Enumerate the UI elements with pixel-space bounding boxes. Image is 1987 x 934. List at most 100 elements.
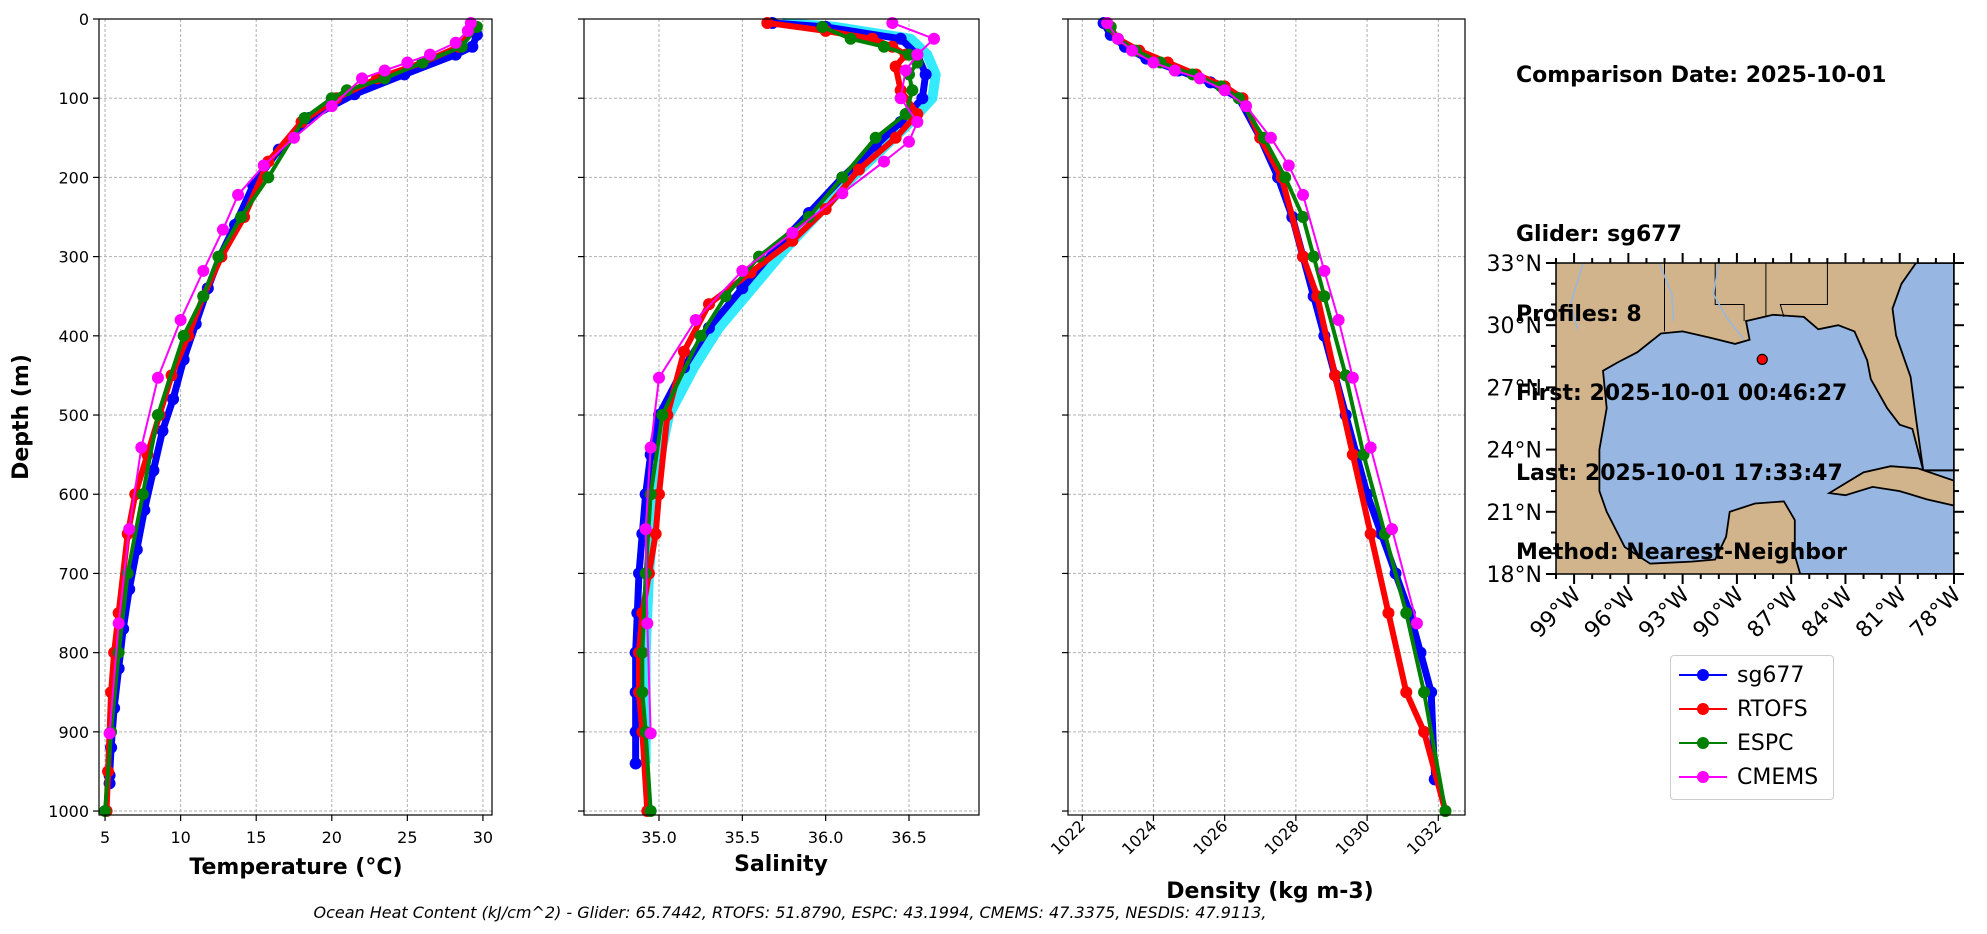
data-point-cmems: [1296, 188, 1309, 201]
data-point-espc: [1418, 686, 1431, 699]
data-point-rtofs: [678, 345, 690, 358]
data-point-cmems: [257, 159, 270, 172]
x-axis-label: Temperature (°C): [189, 855, 402, 880]
data-point-rtofs: [649, 527, 662, 540]
data-point-espc: [235, 211, 248, 224]
data-point-espc: [1307, 250, 1320, 263]
data-point-espc: [869, 131, 882, 144]
data-point-cmems: [401, 56, 414, 69]
cuba: [1826, 465, 1954, 507]
data-point-rtofs: [703, 298, 715, 311]
data-point-cmems: [1101, 16, 1114, 29]
data-point-cmems: [112, 617, 125, 630]
data-point-espc: [906, 84, 919, 97]
glider-location-marker: [1756, 353, 1768, 366]
legend-marker-cmems: [1679, 771, 1727, 783]
gulf-of-mexico: [1598, 313, 1954, 574]
data-point-cmems: [135, 441, 148, 454]
x-tick-label: 1030: [1332, 816, 1374, 858]
map-content: [1556, 263, 1954, 574]
x-tick-label: 15: [246, 828, 266, 847]
data-point-espc: [340, 84, 353, 97]
x-tick-label: 1032: [1403, 816, 1445, 858]
data-point-espc: [803, 211, 815, 224]
data-point-cmems: [689, 313, 702, 326]
panel-2: 35.0 35.5 36.0 36.5 Salinity: [578, 16, 980, 877]
y-tick-label: 800: [58, 644, 89, 663]
data-point-rtofs: [1382, 607, 1395, 620]
data-point-cmems: [123, 523, 136, 536]
data-point-espc: [177, 329, 190, 342]
plot-frame: [583, 18, 980, 816]
y-tick-label: 900: [58, 723, 89, 742]
info-blank: [1516, 143, 1886, 170]
map-lon-label: 78°W: [1906, 582, 1967, 643]
y-tick-label: 300: [58, 248, 89, 267]
data-point-sg677: [147, 464, 160, 477]
x-axis-label: Salinity: [734, 852, 828, 877]
data-point-cmems: [1410, 617, 1423, 630]
data-point-cmems: [903, 135, 915, 148]
data-point-cmems: [928, 32, 940, 45]
data-point-cmems: [1147, 56, 1160, 69]
data-point-espc: [416, 56, 429, 69]
atlantic-ocean: [1891, 263, 1954, 472]
data-point-rtofs: [1346, 448, 1359, 461]
data-point-rtofs: [761, 16, 774, 29]
x-tick-label: 10: [170, 828, 190, 847]
x-tick-label: 5: [100, 828, 110, 847]
x-tick-label: 35.5: [725, 828, 761, 847]
y-tick-label: 400: [58, 327, 89, 346]
info-last: Last: 2025-10-01 17:33:47: [1516, 460, 1843, 486]
y-tick-label: 700: [58, 564, 89, 583]
ocean-heat-content-footer: Ocean Heat Content (kJ/cm^2) - Glider: 6…: [313, 903, 1267, 922]
data-point-cmems: [103, 727, 116, 740]
y-tick-label: 200: [58, 168, 89, 187]
x-tick-label: 30: [473, 828, 493, 847]
data-point-rtofs: [853, 163, 865, 176]
data-point-rtofs: [819, 203, 832, 216]
x-tick-label: 1024: [1118, 816, 1160, 858]
data-point-cmems: [461, 24, 474, 37]
legend-label-rtofs: RTOFS: [1737, 696, 1808, 722]
legend-entry-rtofs: RTOFS: [1679, 694, 1808, 724]
river: [1658, 263, 1675, 322]
data-point-espc: [656, 409, 669, 422]
data-point-cmems: [151, 371, 164, 384]
data-point-cmems: [1126, 44, 1139, 57]
map-lat-label: 27°N: [1487, 376, 1542, 401]
x-tick-label: 1026: [1189, 816, 1231, 858]
data-point-sg677: [919, 68, 932, 81]
series-line-espc: [1108, 24, 1448, 814]
data-point-espc: [212, 250, 225, 263]
x-tick-label: 35.0: [641, 828, 677, 847]
data-point-espc: [636, 686, 649, 699]
data-point-rtofs: [1400, 686, 1413, 699]
data-point-sg677: [156, 424, 169, 437]
y-tick-label: 500: [58, 406, 89, 425]
data-point-espc: [903, 48, 915, 61]
data-point-cmems: [1218, 84, 1231, 97]
data-point-cmems: [1282, 159, 1295, 172]
data-point-cmems: [1111, 32, 1124, 45]
data-point-cmems: [325, 100, 338, 113]
info-first: First: 2025-10-01 00:46:27: [1516, 381, 1848, 406]
data-point-rtofs: [1329, 369, 1342, 382]
data-point-espc: [197, 290, 210, 303]
data-point-cmems: [641, 617, 654, 630]
legend-entry-cmems: CMEMS: [1679, 762, 1818, 792]
data-point-cmems: [1168, 64, 1181, 77]
series-line-rtofs: [1104, 19, 1449, 815]
data-point-cmems: [424, 48, 437, 61]
legend-marker-espc: [1679, 737, 1727, 749]
x-axis-label: Density (kg m-3): [1166, 879, 1374, 904]
data-point-cmems: [836, 187, 849, 200]
data-point-cmems: [899, 64, 912, 77]
data-point-espc: [644, 805, 657, 818]
plot-frame: [98, 18, 493, 816]
data-point-cmems: [1264, 131, 1277, 144]
x-tick-label: 36.0: [808, 828, 844, 847]
data-point-cmems: [653, 371, 665, 384]
legend-label-espc: ESPC: [1737, 730, 1794, 756]
